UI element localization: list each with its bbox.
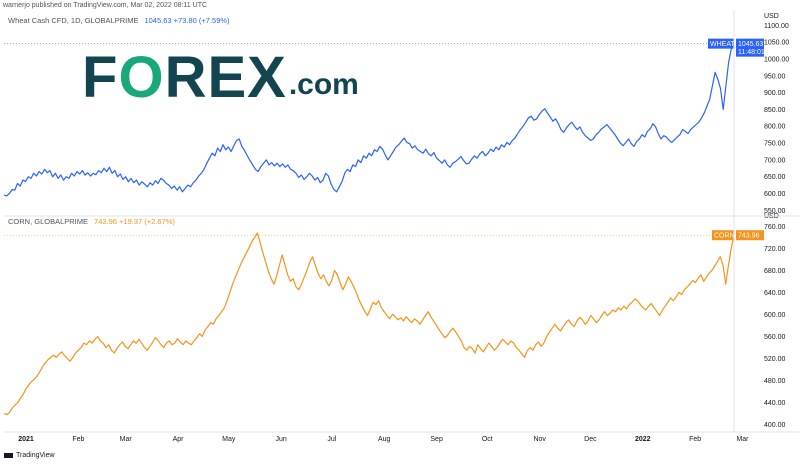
x-tick-label: Aug bbox=[378, 436, 391, 443]
wheat-symbol-tag-label: WHEAT bbox=[710, 41, 735, 48]
wheat-price-line[interactable] bbox=[3, 43, 735, 197]
wheat-y-tick-label: 800.00 bbox=[764, 124, 786, 131]
wheat-last-price-tag bbox=[736, 38, 764, 57]
x-tick-label: Feb bbox=[72, 436, 84, 443]
x-tick-label: Sep bbox=[430, 436, 443, 443]
corn-y-tick-label: 400.00 bbox=[764, 422, 786, 429]
wheat-legend[interactable]: Wheat Cash CFD, 1D, GLOBALPRIME 1045.63 +… bbox=[8, 16, 230, 25]
wheat-y-tick-label: 700.00 bbox=[764, 157, 786, 164]
wheat-y-tick-label: 1000.00 bbox=[764, 56, 789, 63]
corn-legend-values: 743.96 +19.37 (+2.67%) bbox=[94, 217, 175, 226]
corn-symbol-tag-label: CORN bbox=[714, 233, 735, 240]
wheat-y-tick-label: 650.00 bbox=[764, 174, 786, 181]
x-tick-label: Jun bbox=[276, 436, 287, 443]
logo-suffix: .com bbox=[288, 68, 359, 101]
tradingview-logo-icon bbox=[4, 453, 13, 458]
corn-y-tick-label: 640.00 bbox=[764, 290, 786, 297]
corn-last-price-tag bbox=[736, 230, 764, 241]
wheat-y-tick-label: 750.00 bbox=[764, 141, 786, 148]
wheat-y-tick-label: 850.00 bbox=[764, 107, 786, 114]
x-tick-label: Mar bbox=[736, 436, 749, 443]
x-tick-label: Oct bbox=[482, 436, 493, 443]
x-tick-label: Jul bbox=[327, 436, 336, 443]
corn-price-line[interactable] bbox=[3, 232, 735, 416]
time-axis: 2021 Feb Mar Apr May Jun Jul Aug Sep Oct Nov Dec 202… bbox=[18, 436, 749, 443]
corn-y-tick-label: 600.00 bbox=[764, 312, 786, 319]
x-tick-label: Mar bbox=[120, 436, 133, 443]
wheat-countdown-label: 11:48:01 bbox=[738, 49, 765, 56]
corn-pane: USD400.00440.00480.00520.00560.00600.006… bbox=[3, 213, 786, 429]
corn-last-price-label: 743.96 bbox=[738, 233, 760, 240]
corn-y-tick-label: 760.00 bbox=[764, 224, 786, 231]
corn-y-tick-label: 440.00 bbox=[764, 400, 786, 407]
wheat-y-tick-label: 1100.00 bbox=[764, 23, 789, 30]
corn-y-tick-label: 480.00 bbox=[764, 378, 786, 385]
corn-y-tick-label: 520.00 bbox=[764, 356, 786, 363]
logo-wordmark: FOREX bbox=[82, 45, 287, 110]
publisher-line: warnerjo published on TradingView.com, M… bbox=[3, 2, 208, 9]
x-tick-label: Feb bbox=[689, 436, 701, 443]
corn-symbol-tag bbox=[712, 230, 734, 241]
wheat-y-tick-label: 900.00 bbox=[764, 90, 786, 97]
wheat-last-price-label: 1045.63 bbox=[738, 41, 763, 48]
corn-y-tick-label: 720.00 bbox=[764, 246, 786, 253]
forex-logo: FOREX .com bbox=[82, 49, 359, 107]
x-tick-label: 2021 bbox=[18, 436, 34, 443]
wheat-legend-values: 1045.63 +73.80 (+7.59%) bbox=[144, 16, 230, 25]
wheat-unit-label: USD bbox=[764, 13, 779, 20]
wheat-y-tick-label: 1050.00 bbox=[764, 40, 789, 47]
wheat-pane: USD 550.00 600.00 650.00 700.00 750.00 800.00 8… bbox=[3, 13, 789, 215]
wheat-y-tick-label: 600.00 bbox=[764, 191, 786, 198]
corn-y-tick-label: 560.00 bbox=[764, 334, 786, 341]
x-tick-label: May bbox=[222, 436, 236, 443]
wheat-y-tick-label: 550.00 bbox=[764, 208, 786, 215]
corn-legend-symbol: CORN, GLOBALPRIME bbox=[8, 217, 89, 226]
corn-y-tick-label: 680.00 bbox=[764, 268, 786, 275]
x-tick-label: Dec bbox=[584, 436, 597, 443]
wheat-y-tick-label: 950.00 bbox=[764, 73, 786, 80]
x-tick-label: Nov bbox=[533, 436, 546, 443]
x-tick-label: 2022 bbox=[635, 436, 651, 443]
footer-brand[interactable]: TradingView bbox=[4, 452, 55, 459]
corn-legend[interactable]: CORN, GLOBALPRIME 743.96 +19.37 (+2.67%) bbox=[8, 217, 175, 226]
wheat-symbol-tag bbox=[708, 38, 734, 49]
wheat-legend-symbol: Wheat Cash CFD, 1D, GLOBALPRIME bbox=[8, 16, 139, 25]
logo-o-glyph: O bbox=[118, 45, 165, 110]
x-tick-label: Apr bbox=[173, 436, 185, 443]
footer-brand-label: TradingView bbox=[16, 452, 55, 459]
